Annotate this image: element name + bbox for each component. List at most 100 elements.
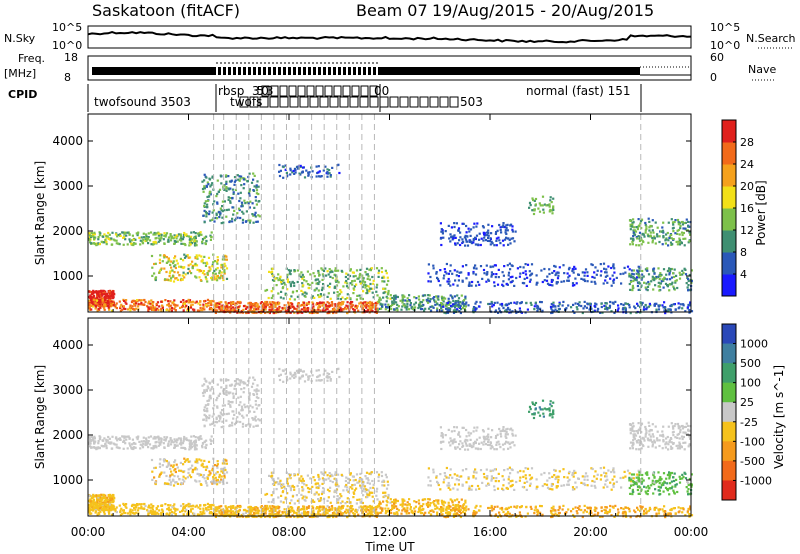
velocity-cell: [155, 506, 158, 510]
power-cell: [182, 266, 185, 270]
power-cell: [201, 271, 204, 275]
power-cell: [205, 215, 208, 218]
power-cell: [643, 305, 646, 308]
power-cell: [340, 308, 343, 311]
power-cell: [327, 273, 330, 276]
power-cell: [548, 210, 551, 213]
power-cell: [359, 268, 362, 271]
velocity-cell: [234, 383, 237, 386]
power-cell: [187, 235, 190, 238]
velocity-cell: [154, 510, 157, 513]
power-cell: [334, 267, 337, 270]
power-cell: [105, 234, 108, 237]
power-cell: [190, 235, 193, 238]
power-cell: [194, 257, 197, 260]
power-cell: [478, 238, 481, 241]
velocity-cell: [139, 447, 142, 450]
power-cell: [386, 297, 389, 300]
velocity-cell: [155, 440, 158, 444]
power-cell: [646, 285, 650, 288]
power-cell: [447, 297, 450, 300]
power-cell: [387, 289, 390, 293]
power-cell: [454, 236, 457, 239]
power-cell: [628, 272, 631, 275]
velocity-cell: [164, 503, 167, 506]
power-cell: [303, 306, 306, 309]
power-cell: [183, 256, 187, 259]
power-cell: [673, 287, 676, 290]
power-cell: [669, 308, 672, 312]
velocity-cell: [123, 503, 126, 506]
power-cell: [519, 265, 522, 269]
power-cell: [628, 268, 631, 271]
power-cell: [554, 308, 557, 311]
power-cell: [418, 304, 421, 307]
power-cell: [594, 302, 597, 305]
power-cell: [486, 234, 489, 237]
power-cell: [192, 300, 195, 303]
power-cell: [216, 267, 219, 270]
power-cell: [158, 269, 162, 272]
power-cell: [511, 237, 515, 240]
velocity-cell: [153, 512, 156, 516]
power-cell: [679, 303, 682, 306]
power-cell: [94, 302, 97, 305]
power-cell: [366, 291, 369, 295]
freq-tick-mark: [333, 67, 336, 75]
power-cell: [687, 303, 690, 307]
freq-tick-mark: [273, 67, 276, 75]
velocity-cell: [205, 482, 208, 485]
power-cell: [518, 307, 521, 310]
power-cell: [460, 308, 463, 311]
power-cell: [632, 234, 635, 238]
power-cell: [227, 208, 230, 211]
power-cell: [457, 305, 460, 308]
power-cell: [152, 308, 155, 311]
velocity-cell: [216, 466, 219, 469]
velocity-cell: [223, 474, 226, 478]
power-cell: [541, 204, 544, 207]
power-cell: [555, 272, 558, 275]
power-cell: [670, 267, 674, 271]
velocity-cell: [254, 403, 257, 406]
velocity-cell: [207, 460, 211, 463]
velocity-cell: [307, 506, 310, 509]
power-cell: [317, 306, 320, 309]
power-cell: [100, 296, 103, 299]
power-cell: [148, 307, 151, 310]
power-cell: [371, 287, 374, 290]
velocity-cell: [138, 503, 141, 506]
power-cell: [151, 306, 154, 309]
power-cell: [149, 302, 152, 305]
power-cell: [501, 283, 504, 286]
power-cell: [365, 273, 368, 276]
velocity-cell: [369, 513, 372, 516]
power-cell: [153, 231, 156, 235]
power-cell: [326, 171, 329, 174]
power-cell: [176, 271, 180, 274]
velocity-cell: [179, 469, 183, 472]
power-cell: [317, 165, 320, 168]
power-cell: [278, 307, 281, 310]
power-cell: [467, 272, 470, 275]
freq-tick-mark: [353, 67, 356, 75]
power-cell: [253, 174, 256, 177]
power-cell: [357, 277, 360, 280]
velocity-cell: [238, 515, 241, 518]
velocity-cell: [188, 460, 192, 463]
power-cell: [661, 230, 664, 233]
power-cell: [685, 282, 688, 285]
power-cell: [432, 267, 435, 270]
power-cell: [204, 210, 207, 214]
power-cell: [119, 306, 122, 310]
velocity-cell: [209, 442, 212, 445]
velocity-cell: [229, 401, 232, 404]
velocity-cell: [225, 390, 228, 393]
power-cell: [257, 185, 260, 188]
velocity-cell: [136, 438, 139, 441]
colorbar-swatch: [722, 142, 736, 165]
power-cell: [144, 300, 147, 304]
power-cell: [483, 272, 486, 275]
velocity-cell: [176, 508, 179, 511]
power-cell: [256, 305, 259, 308]
